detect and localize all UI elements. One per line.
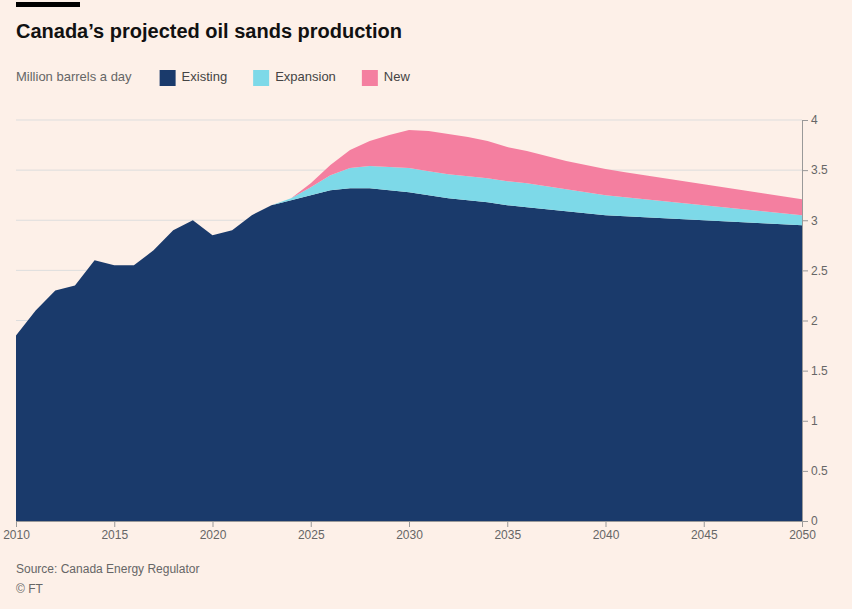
legend-swatch xyxy=(160,70,176,86)
tick-mark xyxy=(802,471,808,472)
annotation: Source: Canada Energy Regulator xyxy=(16,562,199,576)
tick: 2030 xyxy=(396,521,423,542)
tick-label: 2035 xyxy=(494,528,521,542)
tick-label: 3.5 xyxy=(811,163,828,177)
x-axis: 2010 2015 2020 2025 2030 2035 2040 2045 2050 xyxy=(3,521,816,542)
tick-mark xyxy=(802,220,808,221)
tick-mark xyxy=(409,521,410,527)
legend-label: Expansion xyxy=(275,69,336,84)
grid xyxy=(16,120,802,521)
tick-label: 2025 xyxy=(298,528,325,542)
tick-label: 2050 xyxy=(789,528,816,542)
tick-mark xyxy=(213,521,214,527)
grid-line xyxy=(16,120,802,121)
tick: 2020 xyxy=(200,521,227,542)
tick: 3.5 xyxy=(802,163,828,177)
tick: 2025 xyxy=(298,521,325,542)
tick-label: 2 xyxy=(811,314,818,328)
tick: 2015 xyxy=(101,521,128,542)
tick-label: 2045 xyxy=(691,528,718,542)
tick-label: 2010 xyxy=(3,528,30,542)
tick: 2040 xyxy=(593,521,620,542)
tick-label: 0.5 xyxy=(811,464,828,478)
subtitle: Million barrels a day xyxy=(16,69,132,84)
tick: 4 xyxy=(802,113,818,127)
tick-mark xyxy=(802,321,808,322)
tick: 0 xyxy=(802,514,818,528)
tick-label: 2040 xyxy=(593,528,620,542)
legend-item: Existing xyxy=(160,69,228,86)
tick-label: 2030 xyxy=(396,528,423,542)
y-axis: 0 0.5 1 1.5 2 2.5 3 3.5 4 xyxy=(802,113,828,528)
tick-label: 2015 xyxy=(101,528,128,542)
tick-mark xyxy=(311,521,312,527)
tick-label: 3 xyxy=(811,214,818,228)
axis-line xyxy=(17,522,803,528)
tick: 1 xyxy=(802,414,818,428)
legend: Existing Expansion New xyxy=(160,69,411,86)
tick-label: 2.5 xyxy=(811,264,828,278)
tick-mark xyxy=(704,521,705,527)
area xyxy=(16,130,802,336)
tick: 0.5 xyxy=(802,464,828,478)
tick-label: 0 xyxy=(811,514,818,528)
tick-mark xyxy=(802,270,808,271)
legend-swatch xyxy=(253,70,269,86)
tick-mark xyxy=(802,421,808,422)
accent-bar xyxy=(16,2,80,7)
tick-mark xyxy=(606,521,607,527)
plot: 2010 2015 2020 2025 2030 2035 2040 2045 20500 0.5… xyxy=(3,113,828,541)
chart: Canada’s projected oil sands production M… xyxy=(0,0,852,609)
tick-mark xyxy=(802,371,808,372)
legend-item: New xyxy=(362,69,411,86)
tick: 2010 xyxy=(3,521,30,542)
tick: 2.5 xyxy=(802,264,828,278)
tick-mark xyxy=(16,521,17,527)
tick-label: 4 xyxy=(811,113,818,127)
annotation: © FT xyxy=(16,582,44,596)
legend-item: Expansion xyxy=(253,69,336,86)
tick: 2 xyxy=(802,314,818,328)
tick: 2045 xyxy=(691,521,718,542)
tick-mark xyxy=(114,521,115,527)
tick: 1.5 xyxy=(802,364,828,378)
legend-label: Existing xyxy=(182,69,228,84)
tick-mark xyxy=(802,170,808,171)
tick-mark xyxy=(507,521,508,527)
area xyxy=(16,188,802,521)
tick-label: 2020 xyxy=(200,528,227,542)
title: Canada’s projected oil sands production xyxy=(16,20,402,42)
areas xyxy=(16,130,802,521)
tick-mark xyxy=(802,120,808,121)
tick-mark xyxy=(802,521,808,522)
axis-line xyxy=(803,121,809,522)
legend-swatch xyxy=(362,70,378,86)
legend-label: New xyxy=(384,69,411,84)
tick-label: 1 xyxy=(811,414,818,428)
tick-label: 1.5 xyxy=(811,364,828,378)
tick: 2035 xyxy=(494,521,521,542)
tick: 3 xyxy=(802,214,818,228)
